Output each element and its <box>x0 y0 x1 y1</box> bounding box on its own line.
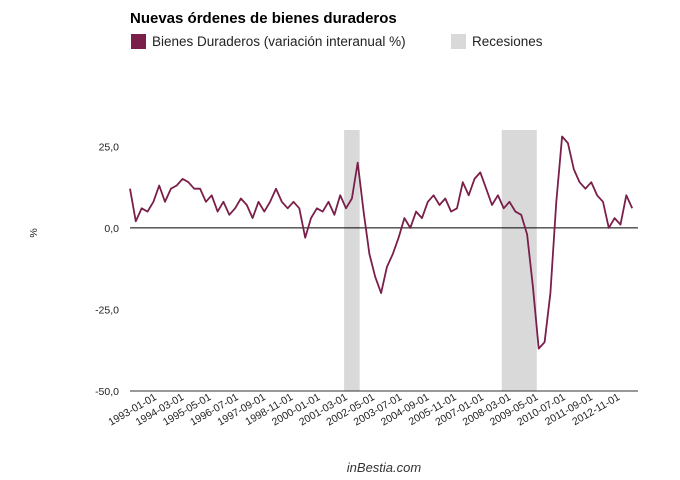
y-tick-label: -25,0 <box>95 304 119 316</box>
y-axis-label: % <box>28 228 40 237</box>
series-line-1 <box>129 135 634 350</box>
legend-label-series: Bienes Duraderos (variación interanual %… <box>152 34 406 49</box>
recession-band-2 <box>501 130 537 391</box>
recession-bands <box>344 130 537 391</box>
credit-text: inBestia.com <box>347 460 422 475</box>
legend: Bienes Duraderos (variación interanual %… <box>131 34 543 49</box>
axes <box>130 227 638 392</box>
chart-title: Nuevas órdenes de bienes duraderos <box>130 10 397 27</box>
y-tick-label: 25,0 <box>99 141 120 153</box>
x-tick-labels: 1993-01-011994-03-011995-05-011996-07-01… <box>106 391 622 428</box>
y-tick-labels: -50,0 -25,0 0,0 25,0 <box>95 141 119 398</box>
legend-swatch-series <box>131 34 146 49</box>
y-tick-label: -50,0 <box>95 386 119 398</box>
recession-band-1 <box>344 130 360 391</box>
legend-label-recessions: Recesiones <box>472 34 543 49</box>
legend-swatch-recessions <box>451 34 466 49</box>
series-layer <box>129 135 634 350</box>
y-tick-label: 0,0 <box>104 223 119 235</box>
